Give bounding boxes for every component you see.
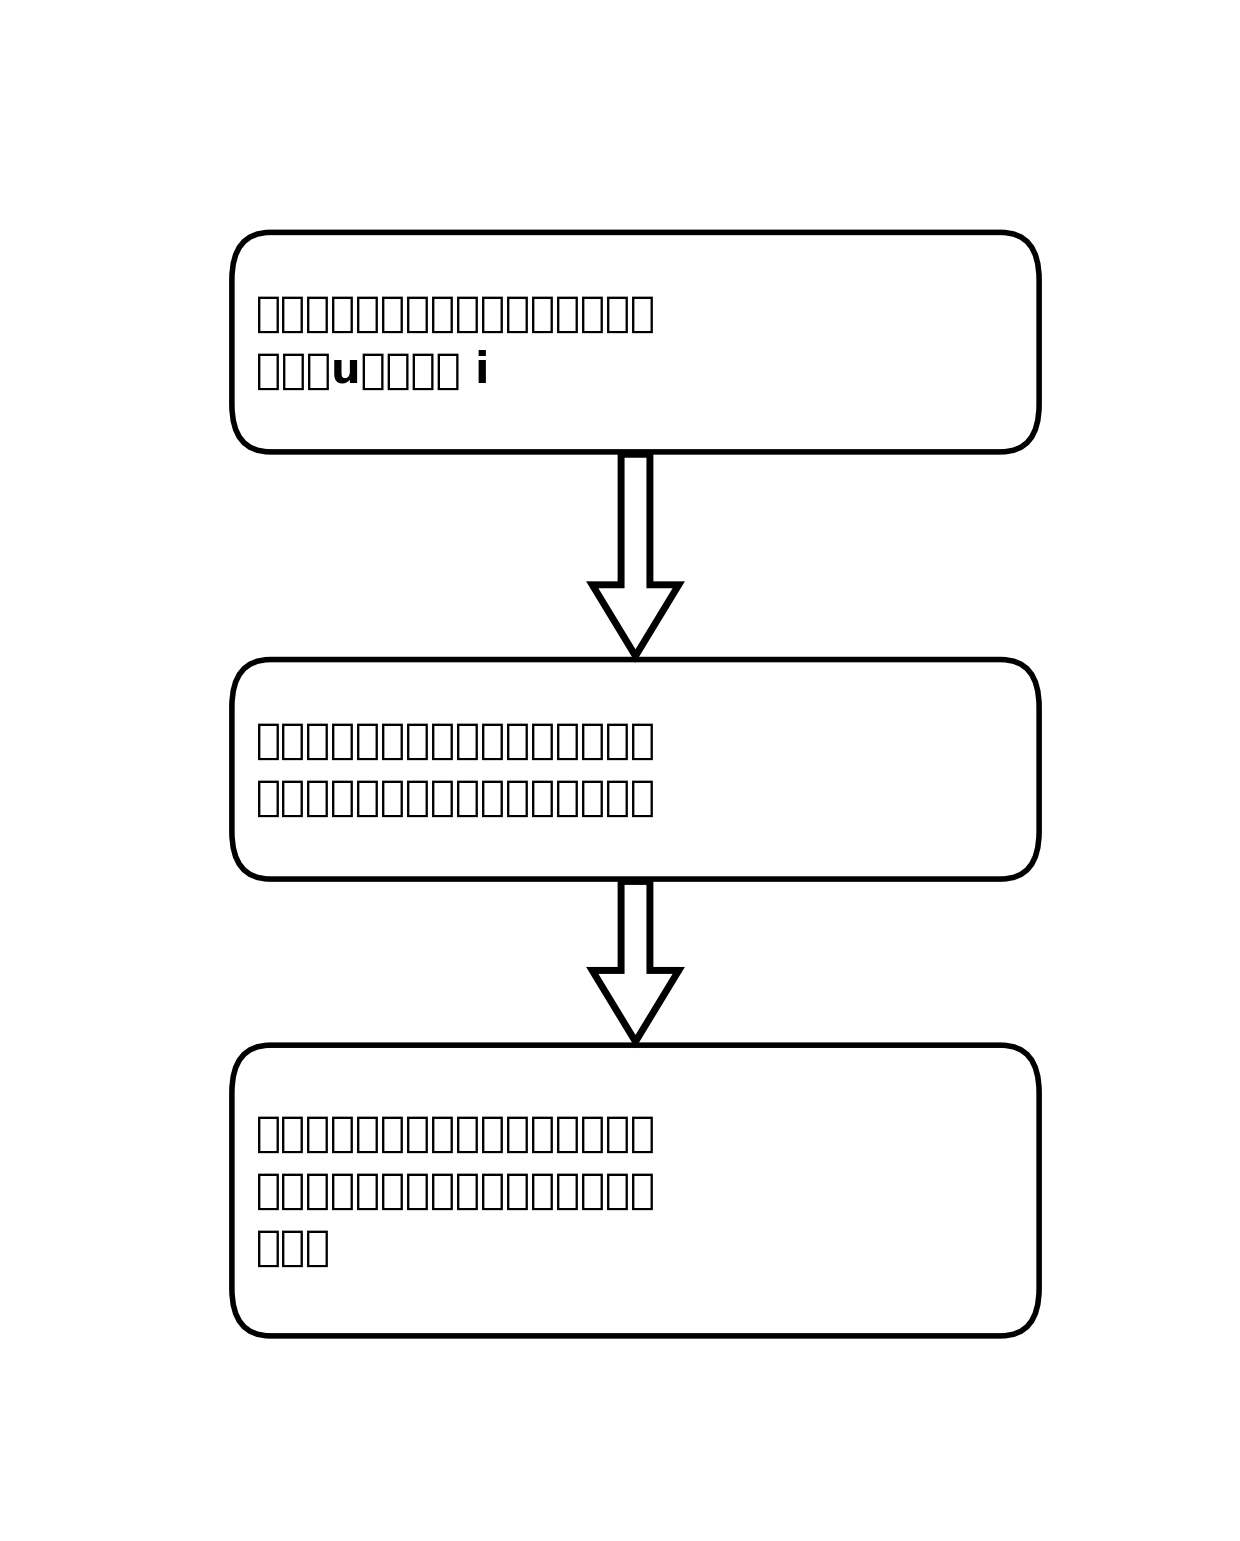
Text: 对采集的电压和电流信号进行频域分
解，得到电压和电流的基波幅频特性: 对采集的电压和电流信号进行频域分 解，得到电压和电流的基波幅频特性 xyxy=(255,720,656,818)
FancyBboxPatch shape xyxy=(232,233,1039,452)
Polygon shape xyxy=(593,881,678,1042)
FancyBboxPatch shape xyxy=(232,660,1039,878)
Polygon shape xyxy=(593,455,678,656)
Text: 采集终端稳定工作时的基本电气参量
电压值u和电流值 i: 采集终端稳定工作时的基本电气参量 电压值u和电流值 i xyxy=(255,293,656,391)
Text: 分析基波中电压和电流波形对应时刻
的相角，判断电压和电流是否为同一
个相序: 分析基波中电压和电流波形对应时刻 的相角，判断电压和电流是否为同一 个相序 xyxy=(255,1113,656,1268)
FancyBboxPatch shape xyxy=(232,1045,1039,1336)
